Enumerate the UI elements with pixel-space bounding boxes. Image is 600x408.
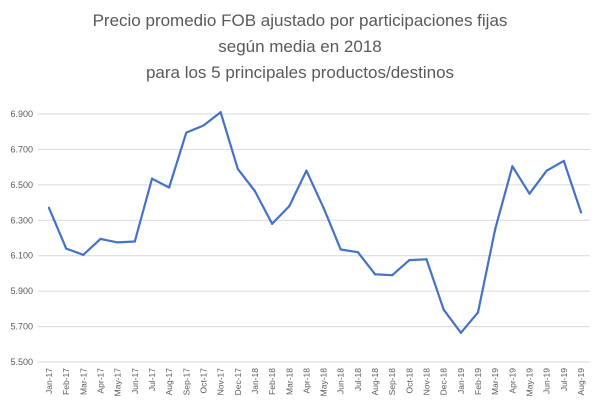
- x-tick-label: Jan-17: [44, 368, 54, 394]
- data-point: [339, 248, 342, 251]
- data-point: [133, 240, 136, 243]
- data-point: [373, 273, 377, 276]
- x-tick-label: Oct-17: [198, 368, 208, 394]
- x-tick-label: Mar-17: [78, 368, 88, 395]
- x-tick-label: Jun-17: [130, 368, 140, 394]
- x-tick-label: Jul-18: [353, 368, 363, 391]
- gridlines: [38, 113, 590, 363]
- data-point: [47, 206, 51, 209]
- x-tick-label: Feb-19: [473, 368, 483, 395]
- x-tick-label: Apr-18: [301, 368, 311, 394]
- x-tick-label: May-19: [525, 368, 535, 397]
- x-tick-label: May-17: [113, 368, 123, 397]
- data-point: [99, 237, 102, 240]
- data-point: [391, 274, 394, 277]
- x-tick-label: Jan-18: [250, 368, 260, 394]
- y-tick-label: 6.300: [10, 215, 33, 225]
- data-point: [579, 211, 583, 214]
- x-tick-label: Jun-18: [336, 368, 346, 394]
- y-axis-ticks: 5.500 5.700 5.900 6.100 6.300 6.500 6.700 6.900: [10, 109, 33, 367]
- data-point: [442, 308, 445, 311]
- y-tick-label: 5.900: [10, 286, 33, 296]
- data-point: [562, 159, 565, 163]
- x-tick-label: Sep-18: [387, 368, 397, 396]
- data-point: [202, 124, 205, 127]
- x-tick-label: Jul-19: [559, 368, 569, 391]
- y-tick-label: 5.500: [10, 357, 33, 367]
- data-point: [545, 169, 548, 172]
- x-tick-label: Dec-17: [233, 368, 243, 396]
- x-tick-label: Mar-18: [284, 368, 294, 395]
- x-tick-label: May-18: [319, 368, 329, 397]
- data-point: [270, 222, 274, 225]
- x-tick-label: Nov-17: [216, 368, 226, 396]
- y-tick-label: 5.700: [10, 322, 33, 332]
- x-tick-label: Jun-19: [542, 368, 552, 394]
- y-tick-label: 6.500: [10, 180, 33, 190]
- data-point: [459, 331, 462, 334]
- series-line: [47, 111, 583, 334]
- x-tick-label: Dec-18: [439, 368, 449, 396]
- data-point: [356, 251, 360, 254]
- data-point: [288, 205, 291, 208]
- data-point: [236, 167, 239, 171]
- y-tick-label: 6.100: [10, 251, 33, 261]
- data-point: [116, 241, 119, 244]
- y-tick-label: 6.900: [10, 109, 33, 119]
- data-point: [476, 311, 480, 314]
- data-point: [494, 228, 497, 231]
- x-axis-ticks: Jan-17 Feb-17 Mar-17 Apr-17 May-17 Jun-17 Jul-…: [44, 368, 586, 397]
- x-tick-label: Aug-17: [164, 368, 174, 396]
- data-point: [408, 259, 411, 262]
- data-point: [168, 186, 171, 189]
- x-tick-label: Nov-18: [422, 368, 432, 396]
- x-tick-label: Mar-19: [490, 368, 500, 395]
- data-point: [425, 258, 428, 261]
- x-tick-label: Aug-19: [576, 368, 586, 396]
- data-point: [253, 189, 257, 193]
- x-tick-label: Oct-18: [404, 368, 414, 394]
- x-tick-label: Feb-18: [267, 368, 277, 395]
- data-point: [322, 206, 325, 209]
- x-tick-label: Aug-18: [370, 368, 380, 396]
- chart-title: Precio promedio FOB ajustado por partici…: [93, 11, 508, 82]
- chart-title-line: según media en 2018: [218, 37, 382, 56]
- series-group: [47, 111, 583, 334]
- data-point: [185, 131, 188, 134]
- data-point: [65, 247, 68, 250]
- x-tick-label: Apr-19: [507, 368, 517, 394]
- x-tick-label: Apr-17: [95, 368, 105, 394]
- data-point: [511, 165, 514, 168]
- chart-title-line: Precio promedio FOB ajustado por partici…: [93, 11, 508, 30]
- x-tick-label: Sep-17: [181, 368, 191, 396]
- data-point: [219, 111, 222, 114]
- chart-title-line: para los 5 principales productos/destino…: [146, 63, 454, 82]
- data-point: [150, 177, 154, 180]
- data-point: [82, 253, 85, 256]
- y-tick-label: 6.700: [10, 144, 33, 154]
- x-tick-label: Feb-17: [61, 368, 71, 395]
- x-tick-label: Jul-17: [147, 368, 157, 391]
- data-point: [528, 192, 531, 195]
- data-point: [305, 169, 308, 172]
- x-tick-label: Jan-19: [456, 368, 466, 394]
